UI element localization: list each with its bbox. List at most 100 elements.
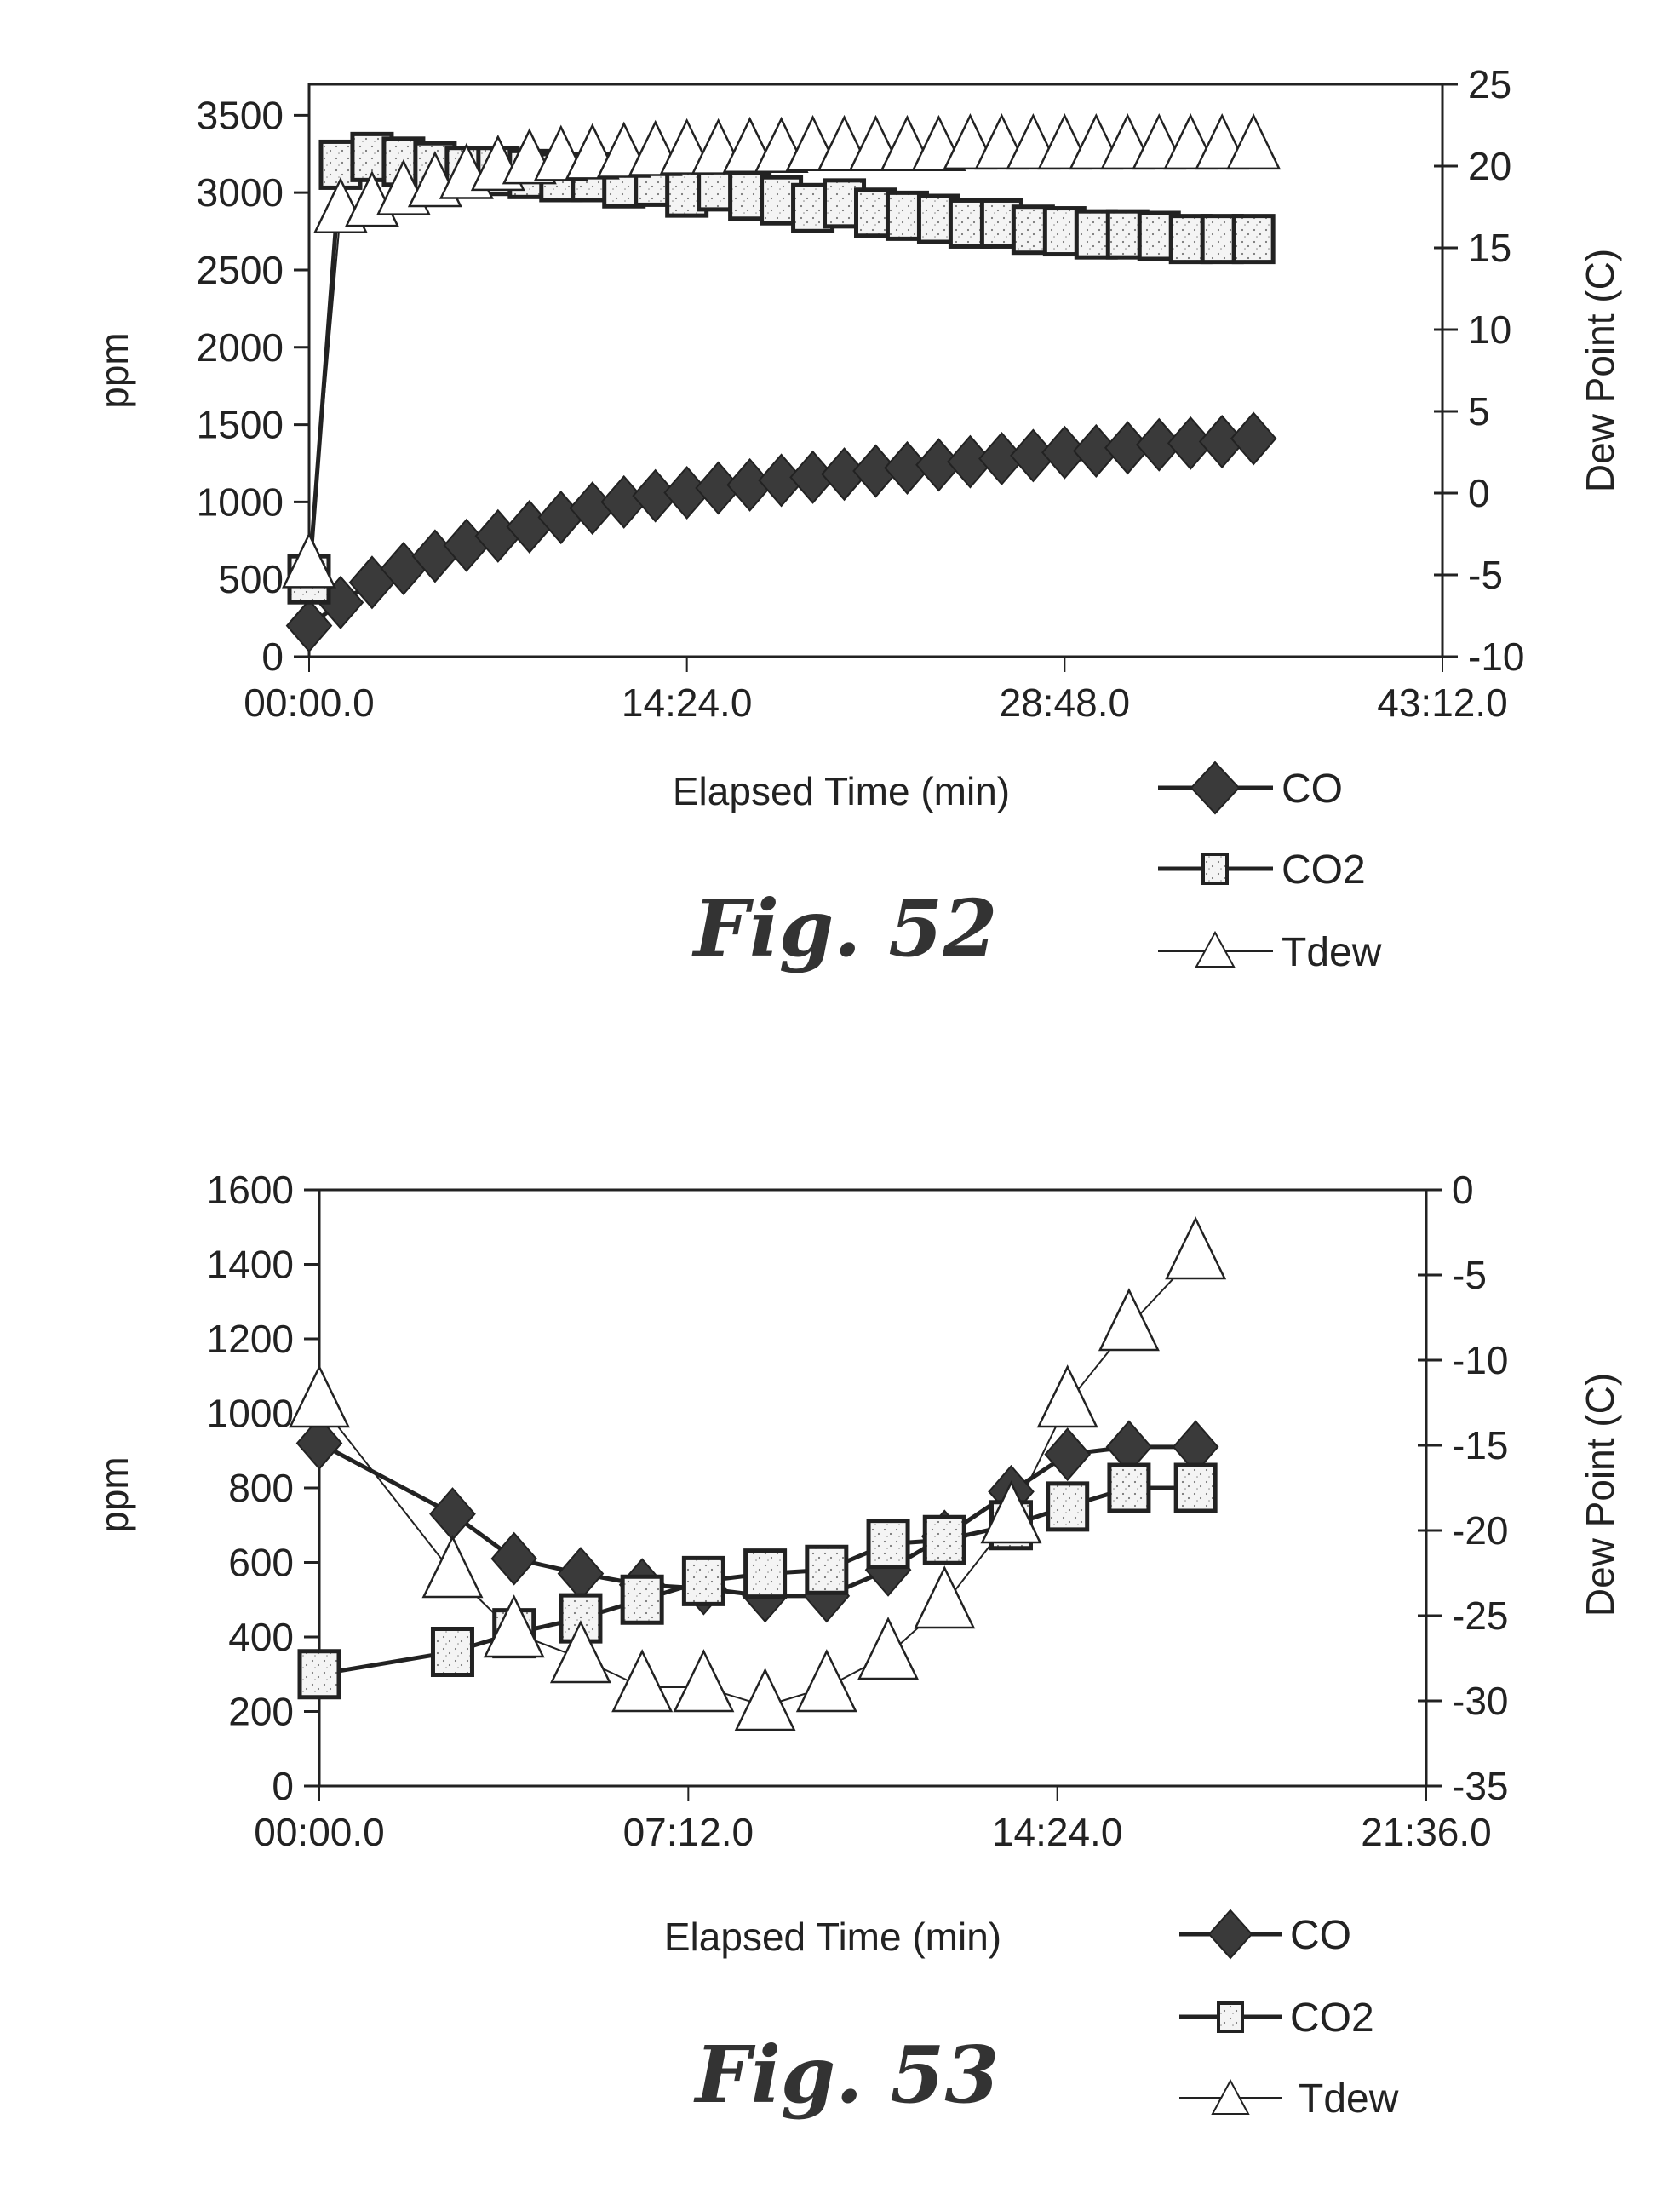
figure-caption: Fig. 52: [691, 882, 998, 974]
tdew-data-point: [1226, 113, 1282, 170]
y2-tick-label: 15: [1468, 226, 1511, 270]
legend-item-co: CO: [1179, 1909, 1351, 1960]
co-data-point: [429, 1487, 476, 1542]
y2-tick-label: -25: [1452, 1594, 1508, 1638]
co-data-point: [1230, 411, 1277, 466]
co2-data-point: [743, 1548, 788, 1599]
y2-tick-label: -35: [1452, 1764, 1508, 1808]
y-tick-label: 500: [218, 557, 284, 601]
x-tick-label: 14:24.0: [992, 1810, 1122, 1854]
co2-data-point: [620, 1574, 664, 1625]
co2-data-point: [922, 1514, 966, 1565]
co-data-point: [295, 1416, 343, 1471]
y-tick-label: 3500: [197, 93, 284, 137]
tdew-data-point: [1098, 1288, 1160, 1352]
legend-item-co: CO: [1158, 761, 1343, 815]
co2-data-point: [1231, 214, 1276, 265]
co-data-point: [537, 491, 585, 545]
x-tick-label: 00:00.0: [254, 1810, 384, 1854]
y-tick-label: 2500: [197, 248, 284, 292]
legend-item-co2: CO2: [1158, 847, 1366, 893]
y-tick-label: 2000: [197, 325, 284, 370]
x-axis-ticks: 00:00.0 14:24.0 28:48.0 43:12.0: [244, 657, 1508, 725]
x-axis-ticks: 00:00.0 07:12.0 14:24.0 21:36.0: [254, 1786, 1492, 1854]
y-tick-label: 600: [228, 1541, 294, 1585]
y-tick-label: 0: [261, 635, 284, 679]
legend-label-co: CO: [1282, 767, 1343, 812]
y2-axis-title: Dew Point (C): [1578, 249, 1622, 492]
y-tick-label: 800: [228, 1466, 294, 1510]
y2-tick-label: -15: [1452, 1423, 1508, 1467]
y2-tick-label: -5: [1468, 553, 1503, 597]
legend-label-co: CO: [1290, 1913, 1351, 1958]
co2-data-point: [1173, 1462, 1218, 1513]
square-icon: [1217, 2001, 1244, 2033]
co-data-point: [474, 508, 522, 563]
tdew-data-point: [282, 531, 336, 589]
y-tick-label: 400: [228, 1615, 294, 1659]
square-icon: [1201, 853, 1229, 885]
y-tick-label: 1600: [207, 1168, 294, 1212]
co-data-point: [557, 1547, 605, 1601]
co-data-point: [285, 599, 333, 653]
plot-frame: [307, 83, 1444, 658]
series-markers: [289, 1216, 1227, 1731]
y-tick-label: 1500: [197, 403, 284, 447]
y2-tick-label: 0: [1452, 1168, 1474, 1212]
y2-tick-label: 25: [1468, 62, 1511, 106]
y-axis-title: ppm: [92, 332, 136, 408]
legend-label-tdew: Tdew: [1299, 2076, 1399, 2122]
tdew-data-point: [1165, 1216, 1227, 1280]
figure-caption: Fig. 53: [693, 2029, 1000, 2121]
y-axis-ticks: 0 200 400 600 800 1000 1200 1400 1600: [207, 1168, 319, 1808]
x-tick-label: 43:12.0: [1377, 681, 1507, 725]
co2-data-point: [681, 1555, 725, 1606]
plot-border: [318, 1188, 1428, 1788]
co2-data-point: [430, 1627, 474, 1677]
co2-data-point: [1107, 1462, 1151, 1513]
co2-data-point: [1046, 1481, 1090, 1532]
legend-item-tdew: Tdew: [1158, 930, 1382, 975]
co-data-point: [506, 499, 553, 554]
y-tick-label: 200: [228, 1690, 294, 1734]
tdew-data-point: [980, 1480, 1042, 1544]
co-data-point: [490, 1531, 538, 1586]
tdew-data-point: [673, 1649, 735, 1713]
tdew-data-point: [611, 1649, 674, 1713]
legend-item-tdew: Tdew: [1179, 2076, 1399, 2122]
y-tick-label: 1400: [207, 1243, 294, 1287]
tdew-data-point: [795, 1649, 857, 1713]
tdew-data-point: [734, 1668, 796, 1731]
y2-tick-label: 10: [1468, 307, 1511, 352]
tdew-data-point: [289, 1364, 350, 1428]
legend: CO CO2 Tdew: [1179, 1909, 1399, 2122]
tdew-data-point: [483, 1594, 545, 1658]
diamond-icon: [1207, 1909, 1253, 1960]
co-data-point: [1044, 1427, 1092, 1482]
y2-tick-label: -10: [1468, 635, 1524, 679]
plot-frame: [318, 1188, 1428, 1788]
y2-tick-label: 0: [1468, 471, 1490, 515]
series-markers: [282, 113, 1282, 653]
y-tick-label: 1000: [197, 480, 284, 524]
co2-data-point: [805, 1544, 849, 1595]
legend: CO CO2 Tdew: [1158, 761, 1382, 975]
triangle-icon: [1195, 930, 1236, 968]
legend-label-co2: CO2: [1290, 1996, 1374, 2041]
legend-item-co2: CO2: [1179, 1996, 1374, 2041]
y2-axis-title: Dew Point (C): [1578, 1373, 1622, 1617]
y2-tick-label: -5: [1452, 1253, 1487, 1297]
y2-tick-label: 20: [1468, 144, 1511, 188]
x-tick-label: 00:00.0: [244, 681, 374, 725]
co2-data-point: [559, 1593, 603, 1644]
y2-tick-label: -30: [1452, 1679, 1508, 1723]
y-tick-label: 1000: [207, 1392, 294, 1436]
diamond-icon: [1190, 761, 1241, 815]
x-tick-label: 14:24.0: [622, 681, 752, 725]
y-axis-ticks: 0 500 1000 1500 2000 2500 3000 3500: [197, 93, 309, 679]
tdew-data-point: [549, 1620, 611, 1684]
y-tick-label: 0: [272, 1764, 294, 1808]
x-tick-label: 21:36.0: [1361, 1810, 1491, 1854]
